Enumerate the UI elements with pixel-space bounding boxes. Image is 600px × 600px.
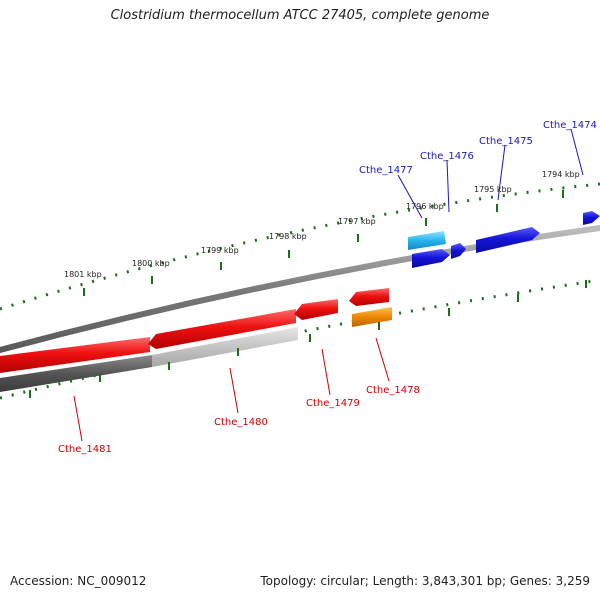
scale-tick-label: 1801 kbp [64,270,102,279]
gene-arrow-cthe-1476[interactable] [451,243,466,259]
scale-tick-label: 1795 kbp [474,185,512,194]
gene-arrow-cthe-1479[interactable] [294,299,338,320]
scale-tick-label: 1796 kbp [406,202,444,211]
gene-arrow-cthe-1478-upper[interactable] [349,288,389,306]
leader-line [229,367,239,414]
leader-line [397,174,423,219]
gene-label-cthe-1477[interactable]: Cthe_1477 [359,165,413,176]
genome-backbone [0,225,600,353]
leader-line [375,337,390,382]
gene-arrow-cthe-1480[interactable] [148,309,296,349]
gene-arrow-cthe-1475[interactable] [476,227,540,253]
gene-label-cthe-1481[interactable]: Cthe_1481 [58,444,112,455]
gene-arrow-cthe-1477-lower[interactable] [412,249,450,268]
scale-tick-label: 1797 kbp [338,217,376,226]
gc-segment-light [152,327,298,367]
scale-tick-label: 1798 kbp [269,232,307,241]
map-title: Clostridium thermocellum ATCC 27405, com… [110,8,490,23]
gene-arrow-cthe-1481[interactable] [0,337,150,373]
topology-text: Topology: circular; Length: 3,843,301 bp… [260,574,590,588]
gene-arrow-cthe-1477[interactable] [408,231,446,250]
scale-tick-label: 1794 kbp [542,170,580,179]
leader-line [446,159,450,213]
gene-label-cthe-1478[interactable]: Cthe_1478 [366,385,420,396]
reverse-tick-track [0,278,600,400]
leader-line [321,348,331,396]
forward-tick-track [0,182,600,311]
gene-label-cthe-1475[interactable]: Cthe_1475 [479,136,533,147]
gc-segment-dark [0,355,152,392]
scale-tick-label: 1800 kbp [132,259,170,268]
gene-arrow-cthe-1478[interactable] [352,307,392,327]
gene-label-cthe-1474[interactable]: Cthe_1474 [543,120,597,131]
leader-line [73,395,83,442]
gene-label-cthe-1479[interactable]: Cthe_1479 [306,398,360,409]
scale-tick-label: 1799 kbp [201,246,239,255]
accession-text: Accession: NC_009012 [10,574,147,588]
leader-line [570,128,584,176]
gene-label-cthe-1480[interactable]: Cthe_1480 [214,417,268,428]
gene-arrow-cthe-1474[interactable] [583,211,600,225]
leader-line [497,144,506,201]
gene-label-cthe-1476[interactable]: Cthe_1476 [420,151,474,162]
